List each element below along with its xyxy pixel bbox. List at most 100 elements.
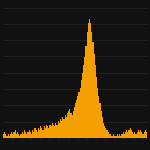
Bar: [28, 130, 30, 138]
Bar: [104, 126, 105, 138]
Bar: [144, 132, 145, 138]
Bar: [78, 92, 80, 138]
Bar: [109, 134, 110, 138]
Bar: [102, 117, 103, 138]
Bar: [33, 132, 34, 138]
Bar: [127, 132, 128, 138]
Bar: [32, 130, 33, 138]
Bar: [67, 113, 68, 138]
Bar: [50, 124, 51, 138]
Bar: [98, 96, 99, 138]
Bar: [146, 132, 147, 138]
Bar: [25, 132, 26, 138]
Bar: [55, 123, 56, 138]
Bar: [118, 136, 119, 138]
Bar: [52, 123, 53, 138]
Bar: [46, 124, 47, 138]
Bar: [34, 128, 36, 138]
Bar: [10, 134, 11, 138]
Bar: [139, 132, 140, 138]
Bar: [106, 130, 108, 138]
Bar: [81, 80, 82, 138]
Bar: [92, 42, 94, 138]
Bar: [76, 100, 77, 138]
Bar: [138, 130, 139, 138]
Bar: [39, 130, 40, 138]
Bar: [23, 134, 24, 138]
Bar: [36, 130, 37, 138]
Bar: [105, 128, 106, 138]
Bar: [83, 65, 84, 138]
Bar: [131, 130, 132, 138]
Bar: [120, 136, 122, 138]
Bar: [113, 134, 114, 138]
Bar: [75, 103, 76, 138]
Bar: [145, 130, 146, 138]
Bar: [128, 130, 130, 138]
Bar: [133, 134, 134, 138]
Bar: [69, 109, 70, 138]
Bar: [97, 88, 98, 138]
Bar: [14, 132, 15, 138]
Bar: [116, 136, 117, 138]
Bar: [9, 136, 10, 138]
Bar: [134, 132, 135, 138]
Bar: [95, 65, 96, 138]
Bar: [4, 132, 5, 138]
Bar: [11, 132, 12, 138]
Bar: [110, 134, 111, 138]
Bar: [119, 134, 120, 138]
Bar: [66, 117, 67, 138]
Bar: [18, 134, 19, 138]
Bar: [99, 103, 100, 138]
Bar: [77, 96, 78, 138]
Bar: [19, 136, 20, 138]
Bar: [60, 119, 61, 138]
Bar: [8, 134, 9, 138]
Bar: [89, 19, 90, 138]
Bar: [108, 132, 109, 138]
Bar: [59, 123, 60, 138]
Bar: [85, 46, 87, 138]
Bar: [80, 88, 81, 138]
Bar: [5, 134, 6, 138]
Bar: [74, 107, 75, 138]
Bar: [51, 126, 52, 138]
Bar: [123, 132, 124, 138]
Bar: [24, 130, 25, 138]
Bar: [48, 128, 50, 138]
Bar: [63, 119, 64, 138]
Bar: [20, 134, 22, 138]
Bar: [47, 126, 48, 138]
Bar: [41, 128, 42, 138]
Bar: [38, 128, 39, 138]
Bar: [88, 23, 89, 138]
Bar: [114, 136, 116, 138]
Bar: [26, 134, 27, 138]
Bar: [135, 134, 137, 138]
Bar: [44, 126, 45, 138]
Bar: [90, 23, 91, 138]
Bar: [142, 134, 144, 138]
Bar: [84, 57, 86, 138]
Bar: [56, 124, 58, 138]
Bar: [125, 132, 126, 138]
Bar: [16, 134, 17, 138]
Bar: [132, 132, 133, 138]
Bar: [126, 130, 127, 138]
Bar: [64, 115, 66, 138]
Bar: [70, 113, 72, 138]
Bar: [117, 134, 118, 138]
Bar: [37, 132, 38, 138]
Bar: [15, 130, 16, 138]
Bar: [31, 134, 32, 138]
Bar: [6, 136, 8, 138]
Bar: [30, 132, 31, 138]
Bar: [82, 73, 83, 138]
Bar: [12, 134, 14, 138]
Bar: [40, 126, 41, 138]
Bar: [54, 126, 55, 138]
Bar: [112, 136, 113, 138]
Bar: [94, 54, 95, 138]
Bar: [122, 134, 123, 138]
